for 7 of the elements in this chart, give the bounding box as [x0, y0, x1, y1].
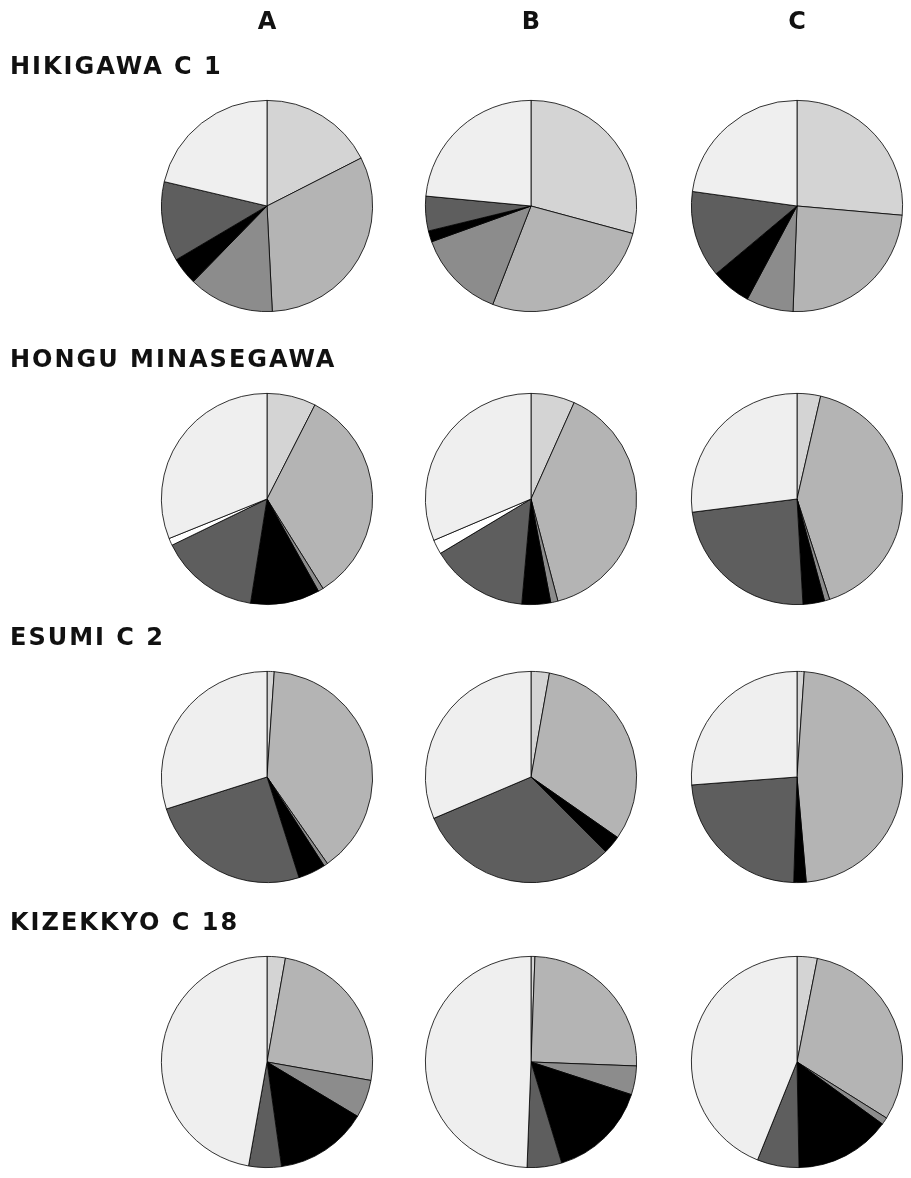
chart-subtitle: HIKIGAWA C 1	[10, 52, 223, 80]
chart-subtitle: ESUMI C 2	[10, 623, 166, 651]
chart-subtitle: HONGU MINASEGAWA	[10, 345, 337, 373]
chart-subtitle: KIZEKKYO C 18	[10, 908, 240, 936]
chart-title: B	[520, 7, 542, 35]
chart-title: A	[256, 7, 278, 35]
chart-title: C	[787, 7, 807, 35]
